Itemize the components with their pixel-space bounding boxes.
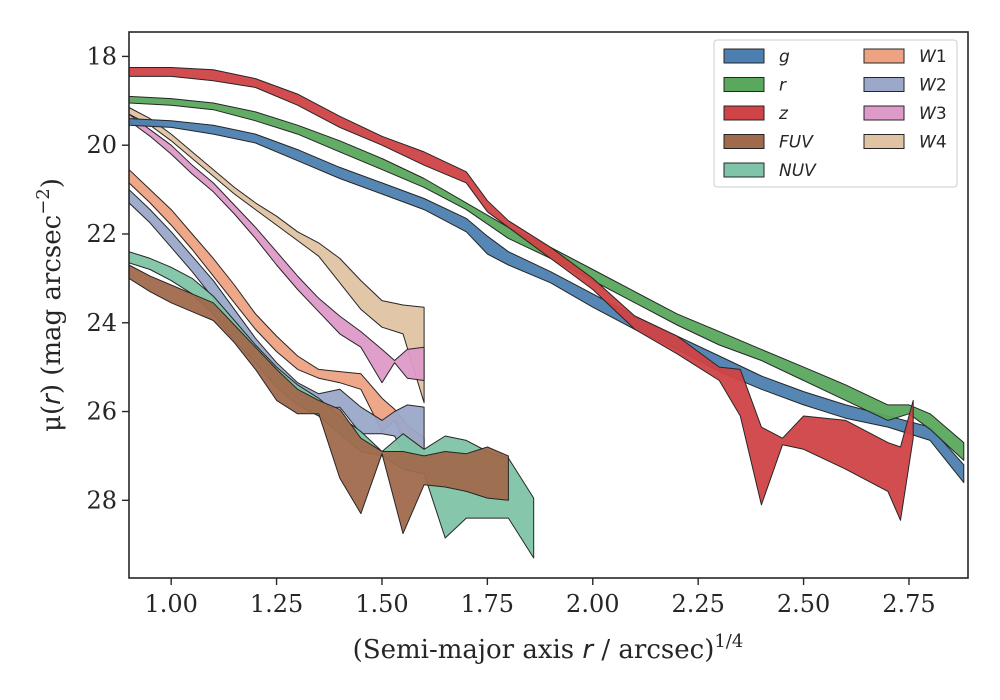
band-W3 bbox=[129, 113, 425, 384]
legend: grz FUV NUV W1 W2 W3 W4 bbox=[713, 39, 958, 188]
legend-swatch-W2 bbox=[863, 77, 905, 92]
legend-swatch-r bbox=[723, 77, 765, 92]
legend-swatch-W4 bbox=[863, 134, 905, 149]
legend-swatch-NUV bbox=[723, 162, 765, 178]
legend-box bbox=[713, 39, 958, 188]
y-tick-label: 20 bbox=[86, 131, 117, 159]
x-tick-label: 1.75 bbox=[461, 590, 514, 618]
band-FUV bbox=[129, 264, 509, 535]
y-tick-label: 24 bbox=[86, 309, 117, 337]
legend-label-g: g bbox=[779, 47, 790, 67]
y-axis-label: μ(r) (mag arcsec−2) bbox=[33, 178, 67, 432]
x-tick-label: 1.50 bbox=[355, 590, 408, 618]
x-axis-label: (Semi-major axis r / arcsec)1/4 bbox=[353, 631, 744, 665]
legend-label-r: r bbox=[779, 76, 787, 96]
y-axis-ticks: 18 20 22 24 26 28 bbox=[86, 42, 129, 514]
y-tick-label: 26 bbox=[86, 398, 117, 426]
legend-label-W1: W1 bbox=[919, 47, 947, 67]
band-r bbox=[129, 95, 965, 461]
legend-swatch-g bbox=[723, 48, 765, 64]
legend-label-W2: W2 bbox=[919, 76, 947, 96]
x-tick-label: 2.25 bbox=[671, 590, 724, 618]
legend-label-W3: W3 bbox=[919, 104, 947, 124]
y-tick-label: 18 bbox=[86, 42, 117, 70]
band-z bbox=[129, 67, 914, 521]
legend-label-NUV: NUV bbox=[779, 161, 817, 181]
x-tick-label: 1.00 bbox=[144, 590, 197, 618]
plot-frame bbox=[128, 31, 969, 579]
y-tick-label: 28 bbox=[86, 486, 117, 514]
x-axis-ticks: 1.00 1.25 1.50 1.75 2.00 2.25 2.50 2.75 bbox=[144, 578, 936, 618]
legend-label-W4: W4 bbox=[919, 133, 947, 153]
series-bands bbox=[129, 67, 965, 559]
band-g bbox=[129, 118, 965, 484]
legend-swatch-W3 bbox=[863, 105, 905, 121]
legend-label-FUV: FUV bbox=[779, 133, 814, 153]
legend-swatch-z bbox=[723, 105, 765, 121]
x-tick-label: 2.50 bbox=[777, 590, 830, 618]
legend-swatch-W1 bbox=[863, 48, 905, 64]
x-tick-label: 2.00 bbox=[566, 590, 619, 618]
legend-label-z: z bbox=[778, 104, 789, 124]
legend-swatch-FUV bbox=[723, 134, 765, 149]
x-tick-label: 1.25 bbox=[250, 590, 303, 618]
band-W4 bbox=[129, 107, 425, 404]
x-tick-label: 2.75 bbox=[882, 590, 935, 618]
y-tick-label: 22 bbox=[86, 220, 117, 248]
